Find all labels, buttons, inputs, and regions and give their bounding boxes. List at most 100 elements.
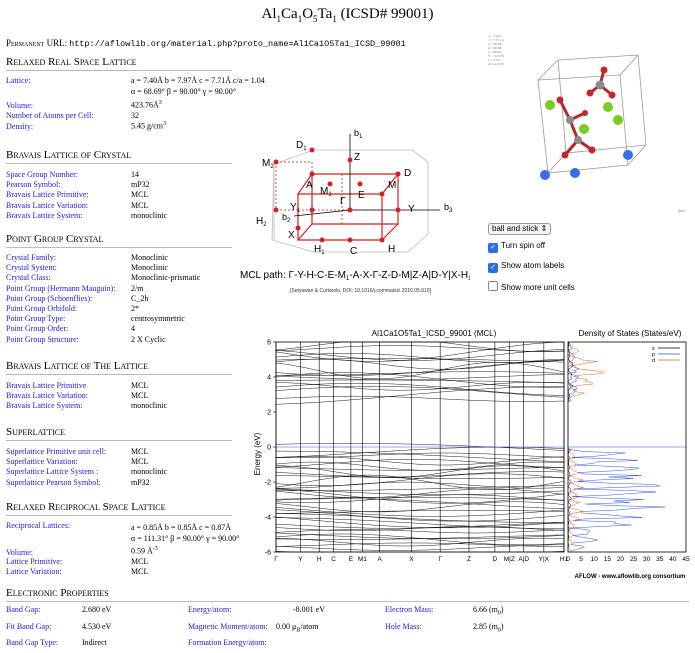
reciprocal-lattices-label[interactable]: Reciprocal Lattices: xyxy=(6,521,71,530)
band-curve xyxy=(275,507,565,517)
x-tick-label: Γ xyxy=(274,556,278,563)
superlattice-label[interactable]: Superlattice Lattice System : xyxy=(6,467,99,477)
lattice-primitive-value: MCL xyxy=(131,557,149,566)
y-tick-label: 2 xyxy=(267,410,271,417)
magnetic-label[interactable]: Magnetic Moment/atom: xyxy=(188,622,268,631)
calcium-atom xyxy=(613,115,623,125)
fit-gap-label[interactable]: Fit Band Gap: xyxy=(6,622,52,631)
k-point-label: Y xyxy=(408,204,415,215)
band-curve xyxy=(275,513,564,523)
display-mode-select[interactable]: ball and stick ⇕ xyxy=(488,223,552,235)
formation-label[interactable]: Formation Energy/atom: xyxy=(188,638,267,647)
permanent-url-label: Permanent URL: xyxy=(6,38,68,48)
calcium-atom xyxy=(545,100,555,110)
aluminum-atom xyxy=(570,168,580,178)
k-point-marker xyxy=(357,181,363,187)
y-tick-label: -4 xyxy=(265,515,271,522)
band-curve xyxy=(276,379,565,383)
dos-x-tick-label: 30 xyxy=(643,556,651,563)
atom-labels-toggle[interactable]: ✓ Show atom labels xyxy=(488,261,564,273)
axis-b2-label: b2 xyxy=(282,212,291,224)
point-group-value: Monoclinic xyxy=(131,263,168,273)
bravais-lattice-label[interactable]: Bravais Lattice System: xyxy=(6,401,83,411)
checkbox-checked-icon[interactable]: ✓ xyxy=(488,243,498,253)
calcium-atom xyxy=(579,124,589,134)
energy-label[interactable]: Energy/atom: xyxy=(188,605,232,614)
point-group-label[interactable]: Point Group (Hermann Mauguin): xyxy=(6,283,116,293)
point-group-label[interactable]: Point Group Orbifold: xyxy=(6,304,78,313)
bravais-lattice-label[interactable]: Bravais Lattice Variation: xyxy=(6,391,89,401)
divider xyxy=(6,70,232,71)
point-group-value: 2 X Cyclic xyxy=(131,334,166,344)
unit-cells-toggle[interactable]: Show more unit cells xyxy=(488,281,575,292)
lattice-angles: α = 68.69° β = 90.00° γ = 90.00° xyxy=(131,87,236,96)
superlattice-label[interactable]: Superlattice Variation: xyxy=(6,457,78,467)
dos-title: Density of States (States/eV) xyxy=(579,329,682,338)
point-group-value: 4 xyxy=(131,324,135,334)
k-point-label: D xyxy=(404,168,411,179)
point-group-value: Monoclinic xyxy=(131,253,168,262)
electron-mass-label[interactable]: Electron Mass: xyxy=(385,605,434,614)
superlattice-label[interactable]: Superlattice Pearson Symbol: xyxy=(6,477,101,487)
band-gap-label[interactable]: Band Gap: xyxy=(6,605,41,614)
y-tick-label: -2 xyxy=(265,480,271,487)
x-tick-label: E xyxy=(349,556,354,563)
electron-mass-value: 6.66 (m0) xyxy=(473,605,504,617)
atoms-label[interactable]: Number of Atoms per Cell: xyxy=(6,111,94,120)
point-group-label[interactable]: Point Group (Schoenflies): xyxy=(6,293,93,303)
citation: [Setyawan & Curtarolo, DOI: 10.1016/j.co… xyxy=(290,288,432,294)
bravais-crystal-label[interactable]: Bravais Lattice System: xyxy=(6,210,83,220)
page-title: Al1Ca1O5Ta1 (ICSD# 99001) xyxy=(261,6,434,24)
point-group-value: centrosymmetric xyxy=(131,314,185,324)
point-group-label[interactable]: Point Group Type: xyxy=(6,314,66,324)
band-curve xyxy=(275,358,565,363)
point-group-label[interactable]: Point Group Order: xyxy=(6,324,69,334)
band-curve xyxy=(275,386,565,405)
permanent-url-link[interactable]: http://aflowlib.org/material.php?proto_n… xyxy=(69,39,406,49)
point-group-label[interactable]: Crystal System: xyxy=(6,263,57,273)
tantalum-atom xyxy=(566,116,574,124)
point-group-label[interactable]: Crystal Class: xyxy=(6,273,51,283)
hole-mass-label[interactable]: Hole Mass: xyxy=(385,622,422,631)
lattice-variation-label[interactable]: Lattice Variation: xyxy=(6,567,62,576)
checkbox-checked-icon[interactable]: ✓ xyxy=(488,263,498,273)
bravais-crystal-label[interactable]: Bravais Lattice Variation: xyxy=(6,200,89,210)
bravais-crystal-label[interactable]: Bravais Lattice Primitive: xyxy=(6,190,89,200)
x-tick-label: A xyxy=(378,556,383,563)
band-curve xyxy=(276,481,565,489)
k-point-label: M2 xyxy=(262,158,274,170)
mcl-path-label: MCL path: Γ-Y-H-C-E-M1-A-X-Γ-Z-D-M|Z-A|D… xyxy=(240,270,470,282)
band-curve xyxy=(275,537,565,547)
bravais-crystal-label[interactable]: Pearson Symbol: xyxy=(6,180,61,190)
k-point-label: A xyxy=(306,180,313,191)
dos-x-tick-label: 15 xyxy=(604,556,612,563)
gap-type-label[interactable]: Band Gap Type: xyxy=(6,638,59,647)
reciprocal-volume-label[interactable]: Volume: xyxy=(6,548,33,557)
superlattice-label[interactable]: Superlattice Primitive unit cell: xyxy=(6,447,107,456)
structure-viewer[interactable] xyxy=(500,45,660,195)
magnetic-value: 0.00 μB/atom xyxy=(276,622,319,634)
band-curve xyxy=(275,349,565,361)
oxygen-atom xyxy=(608,91,616,99)
bravais-crystal-label[interactable]: Space Group Number: xyxy=(6,170,78,179)
band-curve xyxy=(275,488,565,498)
volume-label[interactable]: Volume: xyxy=(6,101,33,110)
dos-x-tick-label: 25 xyxy=(630,556,638,563)
superlattice-value: mP32 xyxy=(131,477,150,487)
point-group-label[interactable]: Point Group Structure: xyxy=(6,334,79,344)
bravais-crystal-value: mP32 xyxy=(131,180,150,190)
axis-b3-label: b3 xyxy=(444,202,453,214)
bravais-lattice-label[interactable]: Bravais Lattice Primitive xyxy=(6,381,87,390)
k-point-marker xyxy=(309,171,315,177)
band-curve xyxy=(275,498,565,509)
k-point-label: C xyxy=(350,246,357,257)
bravais-crystal-value: MCL xyxy=(131,200,149,210)
density-label[interactable]: Density: xyxy=(6,122,34,131)
band-curve xyxy=(275,374,565,380)
checkbox-empty-icon[interactable] xyxy=(488,281,498,291)
point-group-label[interactable]: Crystal Family: xyxy=(6,253,56,262)
spin-toggle[interactable]: ✓ Turn spin off xyxy=(488,241,545,253)
lattice-label[interactable]: Lattice: xyxy=(6,76,31,85)
lattice-primitive-label[interactable]: Lattice Primitive: xyxy=(6,557,63,566)
band-curve xyxy=(275,485,565,491)
